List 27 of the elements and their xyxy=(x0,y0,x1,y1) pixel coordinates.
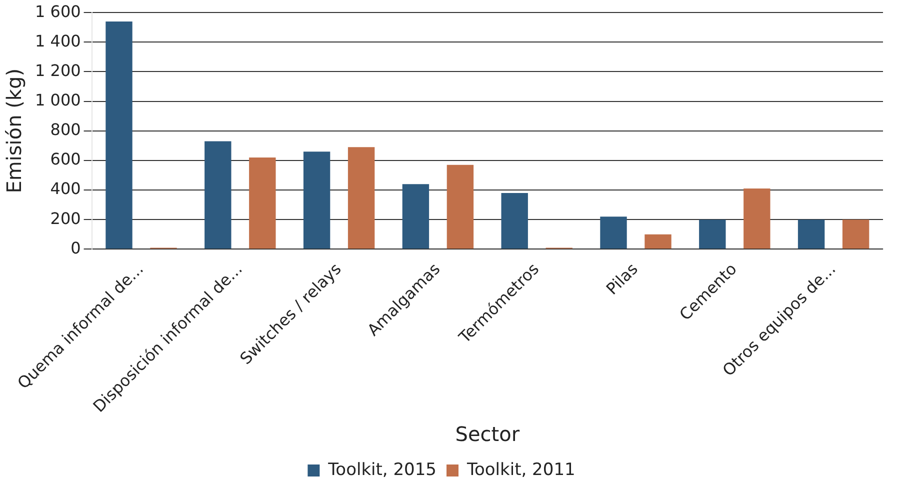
bar xyxy=(842,220,870,249)
bar xyxy=(798,220,825,249)
y-tick-label: 1 400 xyxy=(34,31,81,50)
bar xyxy=(699,220,726,249)
bar xyxy=(402,184,430,249)
y-axis-title: Emisión (kg) xyxy=(2,68,26,194)
bar xyxy=(501,192,528,249)
y-tick-label: 400 xyxy=(50,179,81,198)
bar xyxy=(303,152,330,249)
bar xyxy=(106,21,132,249)
bar xyxy=(204,141,232,249)
y-tick-label: 1 200 xyxy=(34,60,81,80)
y-tick-label: 1 600 xyxy=(34,2,81,21)
y-tick-label: 600 xyxy=(50,150,81,169)
y-tick-label: 800 xyxy=(50,120,81,140)
y-tick-label: 200 xyxy=(50,208,81,228)
y-tick-label: 0 xyxy=(70,238,81,258)
bar xyxy=(348,147,375,249)
bar xyxy=(744,188,770,249)
legend-label: Toolkit, 2015 xyxy=(327,460,437,480)
bar xyxy=(600,216,627,249)
bar xyxy=(644,234,672,249)
legend-label: Toolkit, 2011 xyxy=(466,460,576,480)
y-tick-label: 1 000 xyxy=(34,90,81,110)
bar xyxy=(249,158,276,249)
x-axis-title: Sector xyxy=(455,422,520,446)
bar xyxy=(446,164,474,249)
